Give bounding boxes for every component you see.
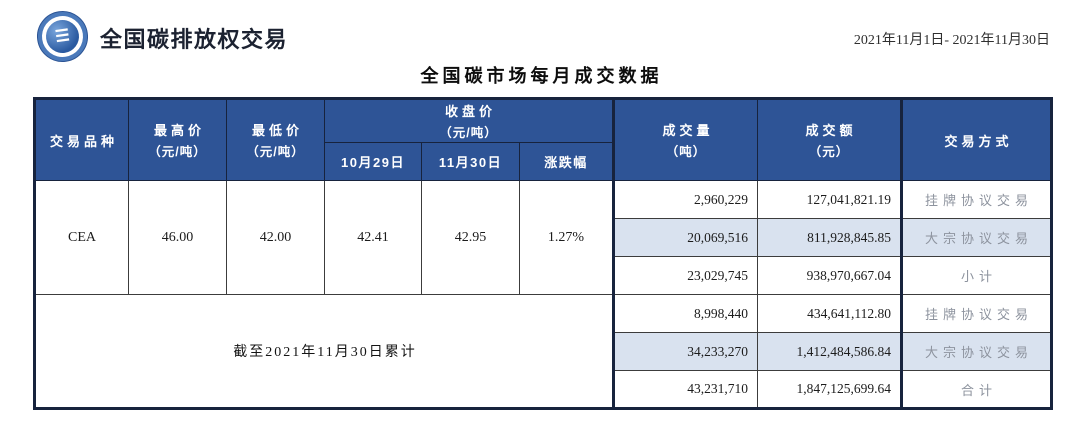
cell-close-oct: 42.41 — [324, 180, 422, 295]
cell-volume: 23,029,745 — [612, 256, 758, 295]
col-header-product: 交易品种 — [34, 98, 129, 181]
cell-volume: 20,069,516 — [612, 218, 758, 257]
cell-method: 合计 — [900, 370, 1052, 409]
cell-method: 挂牌协议交易 — [900, 294, 1052, 333]
carbon-exchange-logo-icon: ☰ — [33, 7, 92, 66]
page-title: 全国碳市场每月成交数据 — [420, 66, 663, 86]
cell-change: 1.27% — [519, 180, 614, 295]
cell-method: 大宗协议交易 — [900, 218, 1052, 257]
col-header-close-oct: 10月29日 — [324, 142, 422, 181]
col-header-amount: 成交额 （元） — [757, 98, 902, 181]
cell-method: 挂牌协议交易 — [900, 180, 1052, 219]
col-header-change: 涨跌幅 — [519, 142, 614, 181]
monthly-trade-table: 交易品种 最高价 （元/吨） 最低价 （元/吨） 收盘价 （元/吨） 成交量 （… — [33, 97, 1053, 410]
cell-amount: 1,847,125,699.64 — [757, 370, 902, 409]
cell-volume: 8,998,440 — [612, 294, 758, 333]
cumulative-note: 截至2021年11月30日累计 — [34, 294, 614, 409]
monthly-row-block: 20,069,516 811,928,845.85 大宗协议交易 — [35, 218, 1052, 257]
brand-title: 全国碳排放权交易 — [100, 27, 289, 52]
logo-glyph: ☰ — [43, 17, 82, 56]
col-header-low: 最低价 （元/吨） — [226, 98, 325, 181]
cell-method: 小计 — [900, 256, 1052, 295]
cell-high: 46.00 — [128, 180, 227, 295]
cumulative-row-total: 43,231,710 1,847,125,699.64 合计 — [35, 370, 1052, 409]
report-date-range: 2021年11月1日- 2021年11月30日 — [853, 33, 1050, 48]
logo-ring: ☰ — [39, 13, 86, 60]
header-row-1: 交易品种 最高价 （元/吨） 最低价 （元/吨） 收盘价 （元/吨） 成交量 （… — [34, 98, 1052, 181]
monthly-row-subtotal: 23,029,745 938,970,667.04 小计 — [35, 256, 1052, 295]
cell-volume: 43,231,710 — [612, 370, 758, 409]
cell-amount: 811,928,845.85 — [757, 218, 902, 257]
col-header-high: 最高价 （元/吨） — [128, 98, 227, 181]
cell-volume: 34,233,270 — [612, 332, 758, 371]
cumulative-row-block: 34,233,270 1,412,484,586.84 大宗协议交易 — [35, 332, 1052, 371]
cell-method: 大宗协议交易 — [900, 332, 1052, 371]
cell-amount: 1,412,484,586.84 — [757, 332, 902, 371]
cell-product: CEA — [34, 180, 129, 295]
cell-amount: 434,641,112.80 — [757, 294, 902, 333]
col-header-close-nov: 11月30日 — [421, 142, 520, 181]
cell-volume: 2,960,229 — [612, 180, 758, 219]
cell-low: 42.00 — [226, 180, 325, 295]
cell-amount: 127,041,821.19 — [757, 180, 902, 219]
col-header-volume: 成交量 （吨） — [612, 98, 758, 181]
col-header-close: 收盘价 （元/吨） — [324, 98, 614, 143]
header-row-2: 10月29日 11月30日 涨跌幅 — [35, 142, 1052, 181]
monthly-row-listed: CEA 46.00 42.00 42.41 42.95 1.27% 2,960,… — [34, 180, 1052, 295]
cell-close-nov: 42.95 — [421, 180, 520, 295]
cumulative-row-listed: 截至2021年11月30日累计 8,998,440 434,641,112.80… — [34, 294, 1052, 409]
col-header-method: 交易方式 — [900, 98, 1052, 181]
cell-amount: 938,970,667.04 — [757, 256, 902, 295]
